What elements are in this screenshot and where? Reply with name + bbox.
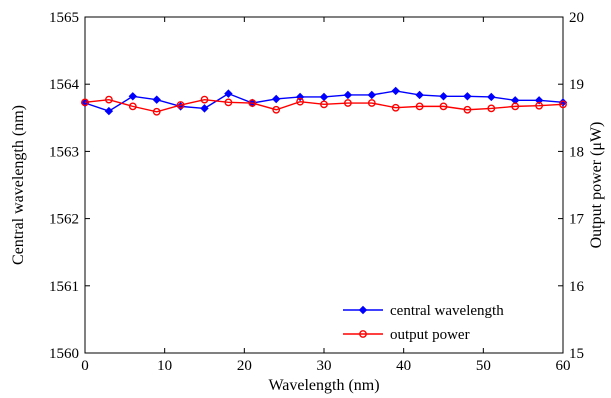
legend-label: output power	[390, 327, 470, 343]
data-point	[200, 95, 209, 104]
data-point	[343, 90, 353, 100]
series-output-power	[81, 95, 567, 116]
data-point	[367, 99, 376, 107]
data-point	[176, 101, 185, 109]
y-axis-right-label: Output power (μW)	[588, 122, 605, 249]
legend-marker	[359, 330, 367, 338]
series-line	[84, 98, 564, 113]
y-right-tick-label: 19	[569, 77, 584, 93]
x-tick-label: 10	[157, 358, 172, 374]
data-point	[224, 98, 233, 107]
x-tick-label: 50	[476, 358, 491, 374]
data-point	[128, 92, 138, 101]
y-right-tick-label: 15	[569, 346, 584, 362]
x-tick-label: 0	[81, 358, 89, 374]
data-point	[200, 104, 209, 113]
y-left-tick-label: 1563	[49, 144, 79, 160]
y-right-tick-label: 20	[569, 10, 584, 26]
legend-label: central wavelength	[390, 303, 504, 319]
axis-ticks: 0 10 20 30 40 50 60 1560 1561 1562 1563 1564 1565 15 1…	[49, 10, 585, 374]
data-point	[487, 104, 496, 113]
data-point	[152, 95, 161, 104]
data-point	[105, 95, 113, 104]
data-point	[128, 102, 137, 111]
data-point	[463, 105, 472, 114]
x-axis-label: Wavelength (nm)	[268, 377, 379, 394]
data-point	[487, 92, 496, 102]
y-left-tick-label: 1564	[49, 77, 80, 93]
data-point	[534, 96, 544, 105]
data-point	[248, 99, 257, 107]
data-point	[415, 90, 424, 100]
data-point	[272, 105, 281, 114]
x-tick-label: 40	[396, 358, 411, 374]
data-point	[391, 86, 400, 96]
data-point	[391, 103, 400, 112]
data-point	[559, 100, 567, 109]
data-point	[224, 89, 233, 98]
y-left-tick-label: 1562	[49, 212, 79, 228]
data-point	[439, 102, 448, 111]
y-right-tick-label: 16	[569, 279, 585, 295]
y-left-tick-label: 1560	[49, 346, 79, 362]
y-left-tick-label: 1561	[49, 279, 79, 295]
y-right-tick-label: 18	[569, 144, 584, 160]
series-central-wavelength	[80, 86, 568, 116]
series-layer	[80, 86, 568, 116]
data-point	[463, 92, 472, 101]
data-point	[367, 90, 377, 100]
x-tick-label: 60	[556, 358, 571, 374]
data-point	[152, 107, 161, 116]
data-point	[343, 99, 352, 107]
data-point	[511, 102, 520, 111]
y-axis-left-label: Central wavelength (nm)	[10, 105, 27, 265]
legend: central wavelength output power	[343, 303, 504, 343]
data-point	[535, 101, 543, 110]
y-left-tick-label: 1565	[49, 10, 79, 26]
x-tick-label: 20	[237, 358, 252, 374]
data-point	[296, 97, 304, 106]
data-point	[271, 94, 281, 104]
data-point	[320, 100, 328, 109]
y-right-tick-label: 17	[569, 212, 585, 228]
x-tick-label: 30	[317, 358, 332, 374]
data-point	[415, 102, 424, 111]
data-point	[439, 92, 448, 101]
data-point	[81, 98, 89, 107]
data-point	[319, 92, 329, 102]
legend-marker	[358, 305, 368, 315]
data-point	[104, 106, 114, 116]
